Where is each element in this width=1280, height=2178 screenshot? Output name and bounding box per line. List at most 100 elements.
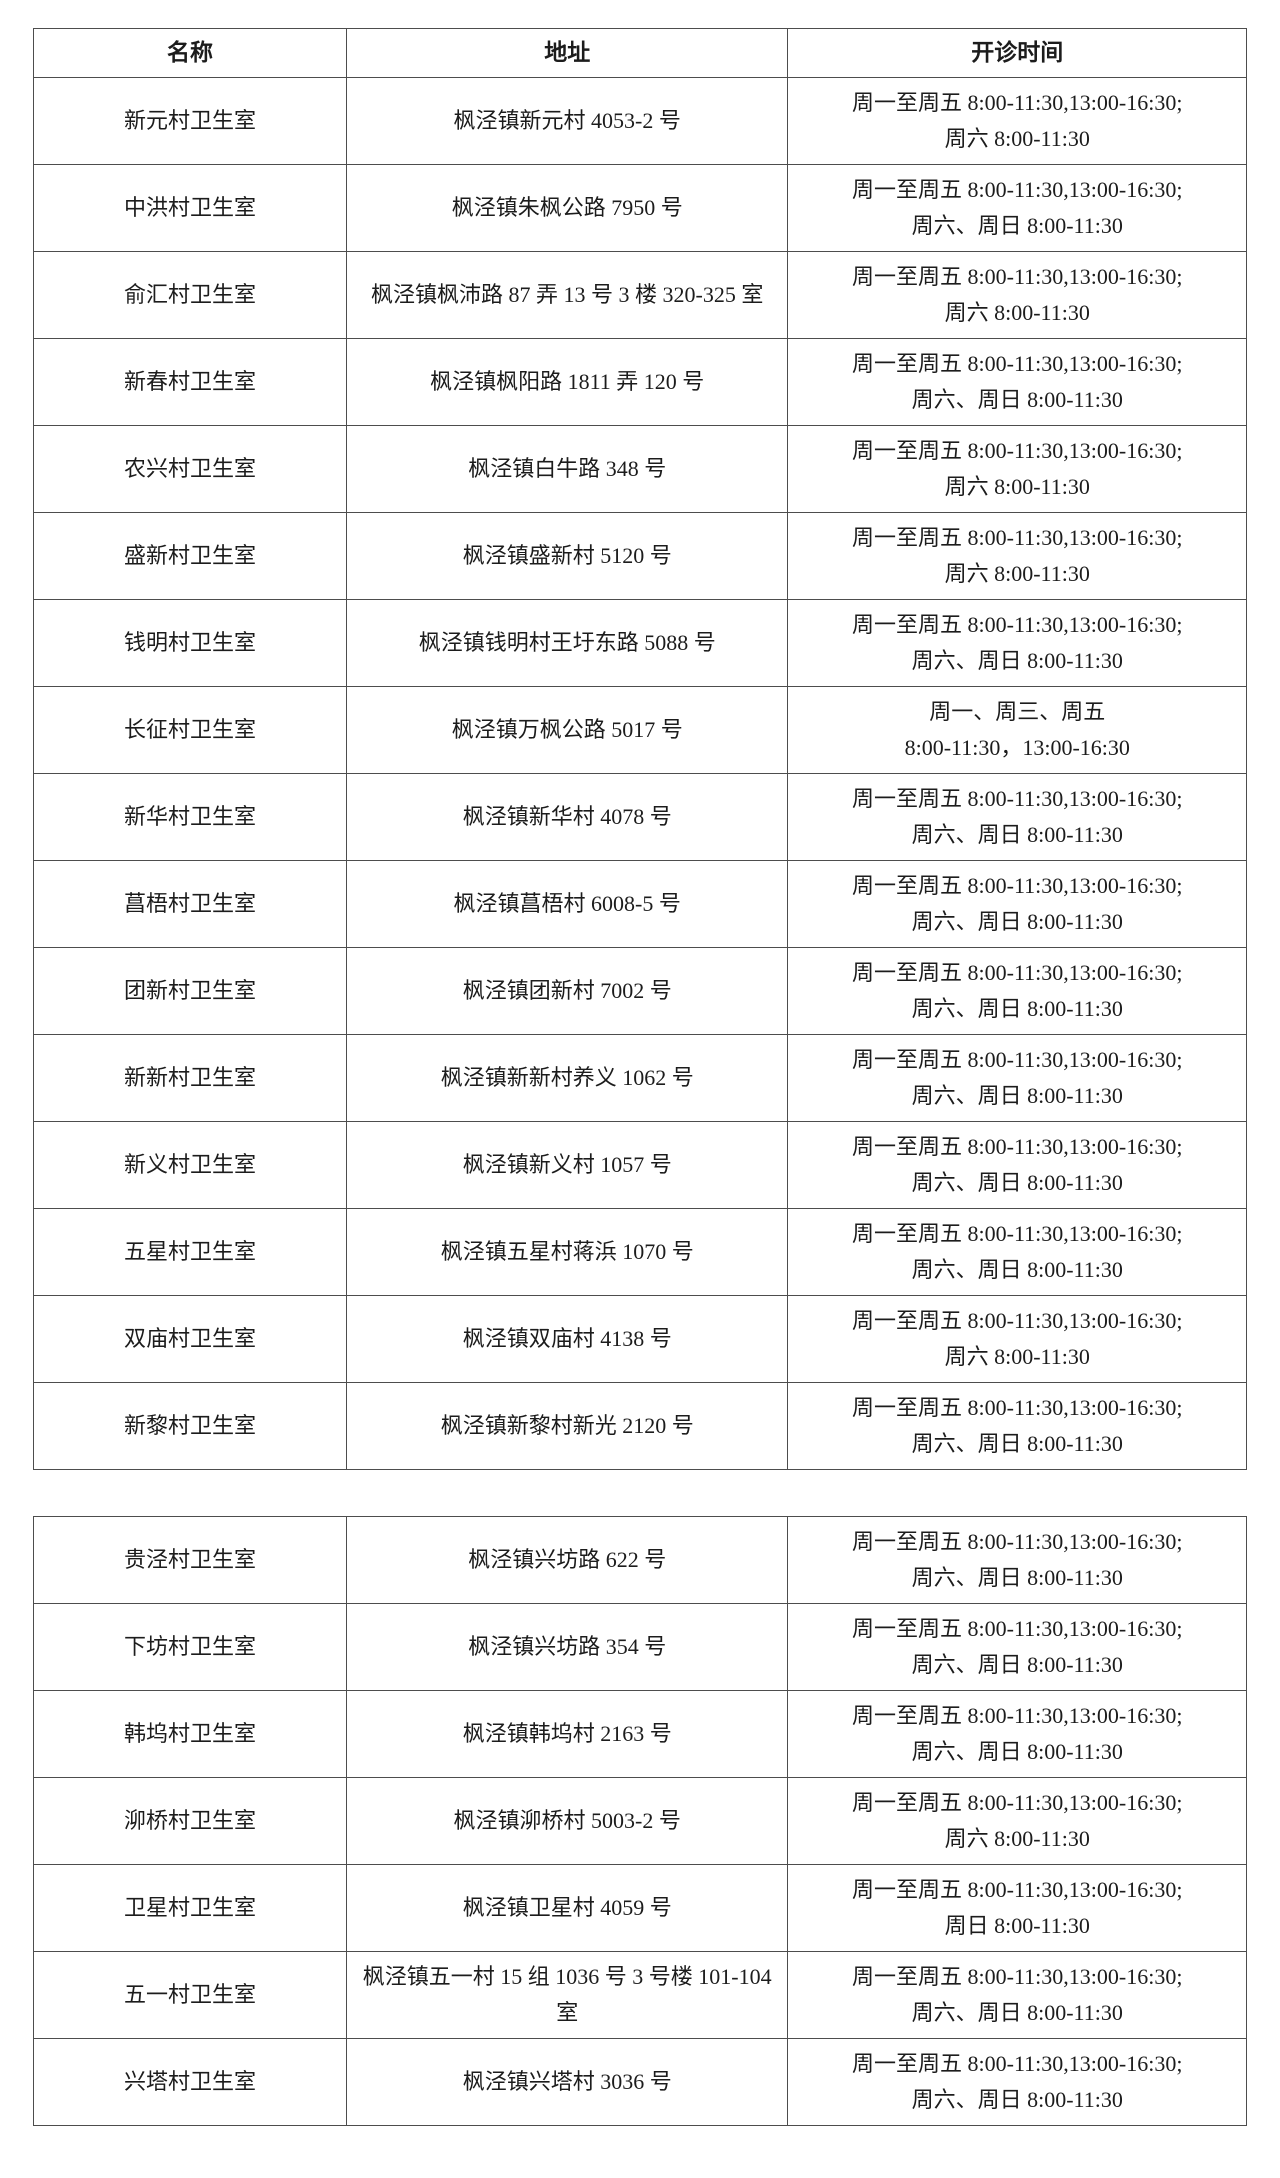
header-hours: 开诊时间 [787,28,1247,78]
hours-line: 周一至周五 8:00-11:30,13:00-16:30; [852,1529,1183,1554]
header-address: 地址 [345,28,789,78]
clinic-address-cell: 枫泾镇钱明村王圩东路 5088 号 [345,599,789,687]
hours-line: 周六、周日 8:00-11:30 [911,1565,1123,1590]
hours-line: 周一至周五 8:00-11:30,13:00-16:30; [852,1308,1183,1333]
hours-line: 周六、周日 8:00-11:30 [911,909,1123,934]
hours-line: 周一至周五 8:00-11:30,13:00-16:30; [852,351,1183,376]
table-header-row: 名称 地址 开诊时间 [33,28,1247,78]
clinic-name-cell: 韩坞村卫生室 [33,1690,347,1778]
hours-line: 周一至周五 8:00-11:30,13:00-16:30; [852,1877,1183,1902]
clinic-hours-cell: 周一至周五 8:00-11:30,13:00-16:30; 周六、周日 8:00-… [787,1690,1247,1778]
table-row: 下坊村卫生室 枫泾镇兴坊路 354 号周一至周五 8:00-11:30,13:00… [33,1603,1247,1691]
clinic-address-cell: 枫泾镇卫星村 4059 号 [345,1864,789,1952]
table-row: 双庙村卫生室 枫泾镇双庙村 4138 号周一至周五 8:00-11:30,13:0… [33,1295,1247,1383]
hours-line: 周六、周日 8:00-11:30 [911,996,1123,1021]
table-row: 泖桥村卫生室 枫泾镇泖桥村 5003-2 号周一至周五 8:00-11:30,13… [33,1777,1247,1865]
table-row: 五一村卫生室 枫泾镇五一村 15 组 1036 号 3 号楼 101-104 室周… [33,1951,1247,2039]
clinic-name-cell: 新春村卫生室 [33,338,347,426]
hours-line: 8:00-11:30，13:00-16:30 [904,735,1130,760]
table-row: 团新村卫生室 枫泾镇团新村 7002 号周一至周五 8:00-11:30,13:0… [33,947,1247,1035]
hours-line: 周一至周五 8:00-11:30,13:00-16:30; [852,438,1183,463]
clinic-hours-cell: 周一至周五 8:00-11:30,13:00-16:30; 周六 8:00-11:… [787,1295,1247,1383]
hours-line: 周一至周五 8:00-11:30,13:00-16:30; [852,1395,1183,1420]
clinic-hours-cell: 周一至周五 8:00-11:30,13:00-16:30; 周六、周日 8:00-… [787,599,1247,687]
clinic-address-cell: 枫泾镇白牛路 348 号 [345,425,789,513]
table-gap [33,1470,1247,1516]
table-row: 新黎村卫生室 枫泾镇新黎村新光 2120 号周一至周五 8:00-11:30,13… [33,1382,1247,1470]
table-row: 钱明村卫生室 枫泾镇钱明村王圩东路 5088 号周一至周五 8:00-11:30,… [33,599,1247,687]
clinic-address-cell: 枫泾镇新新村养义 1062 号 [345,1034,789,1122]
hours-line: 周一至周五 8:00-11:30,13:00-16:30; [852,960,1183,985]
hours-line: 周六 8:00-11:30 [944,1826,1090,1851]
clinic-address-cell: 枫泾镇朱枫公路 7950 号 [345,164,789,252]
hours-line: 周一至周五 8:00-11:30,13:00-16:30; [852,1134,1183,1159]
hours-line: 周六、周日 8:00-11:30 [911,1257,1123,1282]
table-row: 中洪村卫生室 枫泾镇朱枫公路 7950 号周一至周五 8:00-11:30,13:… [33,164,1247,252]
clinic-address-cell: 枫泾镇枫沛路 87 弄 13 号 3 楼 320-325 室 [345,251,789,339]
clinic-hours-cell: 周一至周五 8:00-11:30,13:00-16:30; 周六、周日 8:00-… [787,773,1247,861]
table-row: 贵泾村卫生室 枫泾镇兴坊路 622 号周一至周五 8:00-11:30,13:00… [33,1516,1247,1604]
table-row: 新元村卫生室 枫泾镇新元村 4053-2 号周一至周五 8:00-11:30,13… [33,77,1247,165]
clinic-hours-cell: 周一至周五 8:00-11:30,13:00-16:30; 周六 8:00-11:… [787,77,1247,165]
clinics-table-1: 名称 地址 开诊时间 新元村卫生室 枫泾镇新元村 4053-2 号周一至周五 8:… [33,28,1247,1470]
header-name: 名称 [33,28,347,78]
hours-line: 周六 8:00-11:30 [944,561,1090,586]
clinic-name-cell: 钱明村卫生室 [33,599,347,687]
clinic-name-cell: 俞汇村卫生室 [33,251,347,339]
clinic-hours-cell: 周一至周五 8:00-11:30,13:00-16:30; 周六、周日 8:00-… [787,1603,1247,1691]
clinic-hours-cell: 周一至周五 8:00-11:30,13:00-16:30; 周六、周日 8:00-… [787,947,1247,1035]
clinic-name-cell: 卫星村卫生室 [33,1864,347,1952]
clinic-address-cell: 枫泾镇新华村 4078 号 [345,773,789,861]
clinic-hours-cell: 周一至周五 8:00-11:30,13:00-16:30; 周六、周日 8:00-… [787,338,1247,426]
hours-line: 周一至周五 8:00-11:30,13:00-16:30; [852,612,1183,637]
hours-line: 周一至周五 8:00-11:30,13:00-16:30; [852,1616,1183,1641]
hours-line: 周六、周日 8:00-11:30 [911,213,1123,238]
clinic-address-cell: 枫泾镇韩坞村 2163 号 [345,1690,789,1778]
hours-line: 周六 8:00-11:30 [944,474,1090,499]
hours-line: 周六、周日 8:00-11:30 [911,387,1123,412]
table-row: 兴塔村卫生室 枫泾镇兴塔村 3036 号周一至周五 8:00-11:30,13:0… [33,2038,1247,2126]
table-row: 农兴村卫生室 枫泾镇白牛路 348 号周一至周五 8:00-11:30,13:00… [33,425,1247,513]
clinic-hours-cell: 周一至周五 8:00-11:30,13:00-16:30; 周六、周日 8:00-… [787,1121,1247,1209]
table-row: 盛新村卫生室 枫泾镇盛新村 5120 号周一至周五 8:00-11:30,13:0… [33,512,1247,600]
clinic-name-cell: 团新村卫生室 [33,947,347,1035]
hours-line: 周一至周五 8:00-11:30,13:00-16:30; [852,177,1183,202]
clinic-address-cell: 枫泾镇五一村 15 组 1036 号 3 号楼 101-104 室 [345,1951,789,2039]
clinic-address-cell: 枫泾镇万枫公路 5017 号 [345,686,789,774]
clinic-hours-cell: 周一至周五 8:00-11:30,13:00-16:30; 周六、周日 8:00-… [787,1951,1247,2039]
table-row: 新春村卫生室 枫泾镇枫阳路 1811 弄 120 号周一至周五 8:00-11:3… [33,338,1247,426]
table-row: 韩坞村卫生室 枫泾镇韩坞村 2163 号周一至周五 8:00-11:30,13:0… [33,1690,1247,1778]
hours-line: 周六、周日 8:00-11:30 [911,2087,1123,2112]
clinic-name-cell: 长征村卫生室 [33,686,347,774]
clinic-address-cell: 枫泾镇兴坊路 354 号 [345,1603,789,1691]
clinic-hours-cell: 周一至周五 8:00-11:30,13:00-16:30; 周六、周日 8:00-… [787,164,1247,252]
clinic-name-cell: 新义村卫生室 [33,1121,347,1209]
table-row: 五星村卫生室 枫泾镇五星村蒋浜 1070 号周一至周五 8:00-11:30,13… [33,1208,1247,1296]
clinic-hours-cell: 周一至周五 8:00-11:30,13:00-16:30; 周六、周日 8:00-… [787,1208,1247,1296]
hours-line: 周一至周五 8:00-11:30,13:00-16:30; [852,1790,1183,1815]
hours-line: 周一、周三、周五 [929,699,1106,724]
clinic-address-cell: 枫泾镇枫阳路 1811 弄 120 号 [345,338,789,426]
clinic-hours-cell: 周一、周三、周五 8:00-11:30，13:00-16:30 [787,686,1247,774]
clinic-name-cell: 中洪村卫生室 [33,164,347,252]
clinic-address-cell: 枫泾镇双庙村 4138 号 [345,1295,789,1383]
clinic-address-cell: 枫泾镇新元村 4053-2 号 [345,77,789,165]
clinic-hours-cell: 周一至周五 8:00-11:30,13:00-16:30; 周六、周日 8:00-… [787,1516,1247,1604]
table-row: 新义村卫生室 枫泾镇新义村 1057 号周一至周五 8:00-11:30,13:0… [33,1121,1247,1209]
table-row: 卫星村卫生室 枫泾镇卫星村 4059 号周一至周五 8:00-11:30,13:0… [33,1864,1247,1952]
clinic-address-cell: 枫泾镇盛新村 5120 号 [345,512,789,600]
clinic-name-cell: 五星村卫生室 [33,1208,347,1296]
clinic-address-cell: 枫泾镇泖桥村 5003-2 号 [345,1777,789,1865]
hours-line: 周六 8:00-11:30 [944,1344,1090,1369]
clinic-name-cell: 兴塔村卫生室 [33,2038,347,2126]
hours-line: 周一至周五 8:00-11:30,13:00-16:30; [852,873,1183,898]
hours-line: 周日 8:00-11:30 [944,1913,1090,1938]
clinic-hours-cell: 周一至周五 8:00-11:30,13:00-16:30; 周六 8:00-11:… [787,425,1247,513]
clinic-hours-cell: 周一至周五 8:00-11:30,13:00-16:30; 周六、周日 8:00-… [787,2038,1247,2126]
clinic-hours-cell: 周一至周五 8:00-11:30,13:00-16:30; 周日 8:00-11:… [787,1864,1247,1952]
clinic-name-cell: 新新村卫生室 [33,1034,347,1122]
hours-line: 周一至周五 8:00-11:30,13:00-16:30; [852,1703,1183,1728]
table-row: 新新村卫生室 枫泾镇新新村养义 1062 号 周一至周五 8:00-11:30,13… [33,1034,1247,1122]
hours-line: 周一至周五 8:00-11:30,13:00-16:30; [852,1047,1183,1072]
